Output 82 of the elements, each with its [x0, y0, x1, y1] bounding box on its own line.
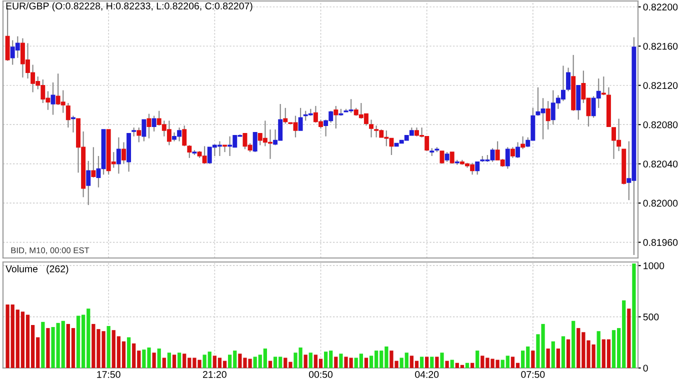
candlestick	[252, 132, 258, 153]
bar	[572, 320, 576, 368]
candlestick	[136, 126, 142, 143]
bar	[157, 348, 161, 368]
chart-title: EUR/GBP (O:0.82228, H:0.82233, L:0.82206, C:0.82207)	[6, 2, 252, 12]
x-tick-label: 17:50	[97, 371, 120, 378]
y-tick-label: 0.82120	[643, 82, 678, 89]
bar	[556, 348, 560, 368]
candlestick	[187, 144, 192, 158]
bar	[364, 358, 368, 368]
candlestick	[121, 142, 126, 164]
candlestick	[444, 152, 450, 162]
candlestick	[283, 107, 288, 124]
bar	[304, 354, 308, 368]
candlestick	[546, 100, 550, 130]
chart-title: Volume (262)	[6, 265, 68, 274]
x-tick-label: 21:20	[202, 371, 226, 378]
y-tick-label: 0.82000	[643, 200, 678, 207]
candlestick	[334, 105, 338, 130]
bar	[41, 322, 45, 368]
y-tick-label: 0.82040	[643, 160, 678, 168]
bar	[470, 362, 474, 368]
bar	[546, 348, 550, 368]
candlestick	[298, 107, 303, 132]
bar	[308, 352, 312, 368]
candlestick	[142, 119, 146, 142]
x-tick-label: 04:20	[415, 371, 439, 378]
bar	[430, 356, 434, 368]
bar	[162, 358, 166, 368]
bar	[167, 352, 172, 368]
bar	[445, 360, 449, 368]
bar	[596, 331, 600, 368]
bar	[566, 339, 570, 368]
candlestick	[152, 115, 156, 132]
candlestick	[182, 125, 187, 147]
x-tick-label: 07:50	[521, 371, 545, 378]
bar	[561, 336, 566, 368]
y-tick-label: 0.81960	[643, 239, 678, 246]
bar	[632, 264, 636, 368]
annotation: BID, M10, 00:00 EST	[11, 247, 90, 254]
candlestick	[566, 67, 571, 92]
bar	[531, 350, 535, 368]
bar	[106, 326, 110, 368]
y-tick-label: 500	[643, 314, 659, 320]
candlestick	[520, 136, 526, 150]
bar	[450, 360, 454, 368]
candlestick	[450, 152, 454, 164]
bar	[476, 350, 480, 368]
y-tick-label: 0	[643, 364, 648, 372]
candlestick	[86, 160, 91, 206]
y-tick-label: 0.82160	[643, 42, 678, 50]
candlestick	[601, 76, 606, 96]
candlestick	[116, 136, 121, 174]
bar	[172, 354, 176, 368]
y-tick-label: 1000	[644, 262, 664, 270]
bar	[440, 352, 444, 368]
bar	[177, 352, 182, 368]
candlestick	[66, 102, 70, 128]
y-tick-label: 0.82200	[643, 4, 678, 11]
bar	[465, 362, 470, 368]
bar	[152, 352, 156, 368]
bar	[126, 337, 131, 368]
bar	[46, 328, 50, 368]
bar	[339, 354, 343, 368]
candlestick	[516, 142, 520, 158]
candlestick	[510, 146, 515, 158]
bar	[435, 356, 439, 368]
candlestick	[369, 119, 374, 138]
candlestick	[475, 161, 480, 176]
bar	[420, 356, 424, 368]
candlestick	[440, 150, 444, 164]
bar	[551, 341, 555, 368]
bar	[334, 356, 338, 368]
candlestick	[70, 115, 76, 133]
y-tick-label: 0.82080	[643, 121, 678, 128]
bar	[425, 356, 429, 368]
candlestick	[222, 144, 228, 153]
candlestick	[91, 146, 96, 178]
bar	[627, 308, 631, 368]
x-tick-label: 00:50	[308, 371, 333, 378]
bar	[268, 360, 272, 368]
candlestick	[505, 146, 510, 170]
